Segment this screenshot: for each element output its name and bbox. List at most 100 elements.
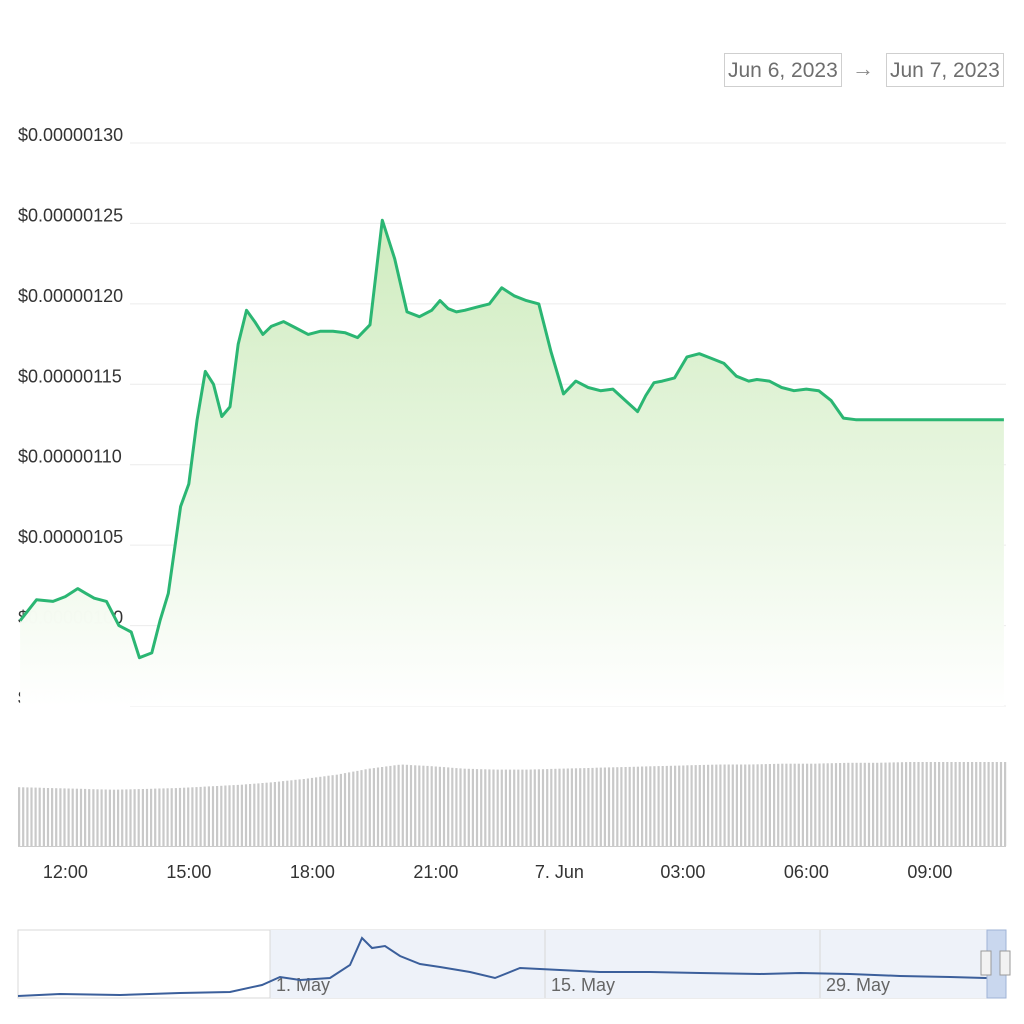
y-tick-label: $0.00000105 <box>18 527 123 547</box>
volume-bar <box>232 785 235 846</box>
volume-bar <box>521 769 524 846</box>
volume-bar <box>488 769 491 846</box>
volume-bar <box>216 786 219 846</box>
volume-bar <box>872 762 875 846</box>
x-tick-label: 06:00 <box>784 862 829 882</box>
x-tick-label: 7. Jun <box>535 862 584 882</box>
volume-bar <box>84 788 87 846</box>
volume-bar <box>562 768 565 846</box>
price-line[interactable] <box>18 218 1004 660</box>
volume-bar <box>818 763 821 846</box>
volume-bar <box>806 763 809 846</box>
volume-bar <box>96 789 99 846</box>
volume-bar <box>442 767 446 846</box>
volume-bar <box>777 763 780 846</box>
volume-bar <box>620 767 623 846</box>
volume-bar <box>455 768 458 846</box>
volume-bar <box>929 762 932 846</box>
volume-bar <box>558 768 561 846</box>
volume-bar <box>863 762 866 846</box>
volume-bar <box>603 767 606 846</box>
volume-bar <box>244 784 248 846</box>
x-tick-label: 03:00 <box>660 862 705 882</box>
volume-bar <box>649 766 652 846</box>
volume-bar <box>294 779 297 846</box>
volume-bar <box>674 765 677 846</box>
volume-bar <box>999 762 1003 846</box>
volume-bar <box>748 764 751 846</box>
volume-bar <box>401 764 404 846</box>
volume-bar <box>966 762 970 846</box>
volume-bar <box>187 787 190 846</box>
volume-bar <box>657 766 660 846</box>
volume-bar <box>79 788 83 846</box>
volume-bar <box>888 762 891 846</box>
volume-bar <box>133 789 136 846</box>
volume-bar <box>632 766 635 846</box>
volume-bar <box>690 765 693 846</box>
volume-bar <box>145 788 149 846</box>
volume-bar <box>917 762 920 846</box>
volume-bar <box>925 762 928 846</box>
x-tick-label: 21:00 <box>413 862 458 882</box>
navigator-right-handle[interactable] <box>999 950 1011 976</box>
volume-bar <box>744 764 747 846</box>
volume-bar <box>195 787 198 846</box>
date-range-from[interactable]: Jun 6, 2023 <box>724 53 842 87</box>
volume-bar <box>958 762 961 846</box>
volume-bar <box>995 762 998 846</box>
volume-bar <box>962 762 965 846</box>
volume-bar <box>290 780 293 846</box>
volume-bar <box>389 765 392 846</box>
volume-bar <box>257 783 260 846</box>
volume-bar <box>376 767 380 846</box>
volume-bar <box>360 770 363 846</box>
volume-bar <box>537 769 540 846</box>
volume-bar <box>731 764 734 846</box>
volume-bar <box>335 774 338 846</box>
volume-bar <box>339 773 342 846</box>
navigator[interactable]: 1. May 15. May 29. May <box>17 929 1011 999</box>
navigator-tick-label: 29. May <box>826 975 890 995</box>
volume-bar <box>628 766 631 846</box>
volume-bar <box>607 767 611 846</box>
volume-bar <box>286 780 289 846</box>
volume-bar <box>905 762 908 846</box>
volume-bar <box>240 784 243 846</box>
volume-bar <box>430 766 433 846</box>
volume-bar <box>843 762 846 846</box>
volume-bar <box>67 788 70 846</box>
volume-bar <box>624 767 627 846</box>
volume-bar <box>616 767 619 846</box>
volume-bar <box>368 768 371 846</box>
volume-bar <box>892 762 895 846</box>
volume-bar <box>385 766 388 846</box>
navigator-left-handle[interactable] <box>980 950 992 976</box>
volume-bar <box>471 768 474 846</box>
volume-bar <box>112 789 116 846</box>
volume-bar <box>492 769 495 846</box>
volume-bar <box>224 785 227 846</box>
volume-bar <box>306 778 309 846</box>
volume-bar <box>269 782 272 846</box>
volume-bar <box>950 762 953 846</box>
volume-bar <box>34 787 37 846</box>
navigator-range <box>270 930 1006 998</box>
volume-bar <box>942 762 945 846</box>
volume-bar <box>434 766 437 846</box>
volume-bar <box>529 769 532 846</box>
date-range-to[interactable]: Jun 7, 2023 <box>886 53 1004 87</box>
volume-bar <box>678 765 681 846</box>
y-tick-label: $0.00000130 <box>18 125 123 145</box>
volume-bar <box>896 762 899 846</box>
volume-bar <box>178 787 182 846</box>
volume-bar <box>702 764 705 846</box>
volume-bar <box>447 767 450 846</box>
volume-bar <box>108 789 111 846</box>
volume-bar <box>946 762 949 846</box>
volume-bar <box>261 783 264 846</box>
volume-bar <box>277 781 281 846</box>
volume-bar <box>319 776 322 846</box>
volume-bar <box>117 789 120 846</box>
volume-bar <box>302 779 305 846</box>
